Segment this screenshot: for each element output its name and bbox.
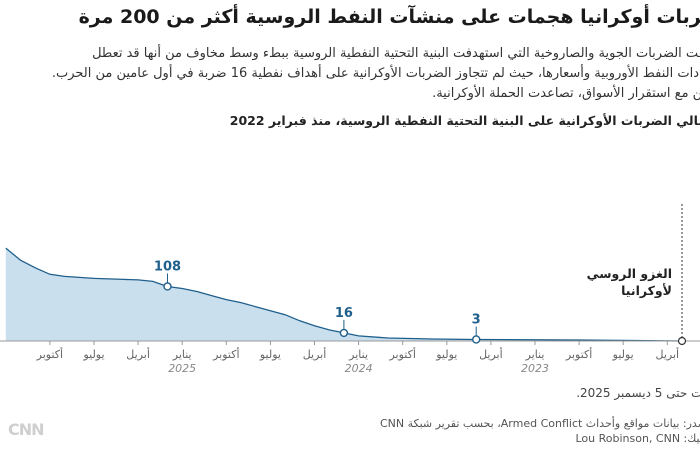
- source-note: المصدر: بيانات مواقع وأحداث Armed Confli…: [379, 417, 700, 430]
- strike-area-chart: أبريليوليوأكتوبريناير2023أبريليوليوأكتوب…: [0, 204, 700, 375]
- x-tick-label: يوليو: [259, 348, 281, 361]
- invasion-label: لأوكرانيا: [621, 283, 672, 298]
- x-tick-label: يوليو: [435, 348, 457, 361]
- annotation-label: 3: [472, 312, 481, 327]
- x-tick-label: أبريل: [303, 347, 327, 361]
- subtitle-line: تكثفت الضربات الجوية والصاروخية التي است…: [92, 46, 700, 61]
- x-tick-label: يوليو: [612, 348, 634, 361]
- cnn-logo: CNN: [8, 420, 45, 439]
- annotation-label: 16: [335, 306, 353, 321]
- chart-title: ضربات أوكرانيا هجمات على منشآت النفط الر…: [78, 6, 700, 28]
- chart-heading: إجمالي الضربات الأوكرانية على البنية الت…: [229, 113, 700, 128]
- subtitle-line: إمدادات النفط الأوروبية وأسعارها، حيث لم…: [51, 66, 700, 81]
- x-tick-label: أكتوبر: [36, 347, 63, 361]
- x-year-label: 2025: [168, 362, 196, 375]
- x-tick-label: يناير: [525, 348, 545, 361]
- annotation-label: 108: [154, 259, 181, 274]
- x-year-label: 2023: [521, 362, 549, 375]
- strikes-line: [5, 247, 683, 342]
- x-tick-label: أبريل: [656, 347, 680, 361]
- data-date-note: بيانات حتى 5 ديسمبر 2025.: [576, 386, 700, 400]
- x-tick-label: أبريل: [126, 347, 150, 361]
- x-tick-label: أكتوبر: [212, 347, 239, 361]
- x-year-label: 2024: [345, 362, 373, 375]
- annotation-point: [163, 282, 172, 291]
- x-tick-label: يناير: [172, 348, 192, 361]
- invasion-label: الغزو الروسي: [587, 266, 672, 281]
- invasion-marker-point: [677, 336, 687, 346]
- x-tick-label: يوليو: [82, 348, 104, 361]
- chart-subtitle: تكثفت الضربات الجوية والصاروخية التي است…: [0, 44, 700, 104]
- annotation-point: [472, 335, 481, 344]
- x-tick-label: أكتوبر: [388, 347, 415, 361]
- x-tick-label: يناير: [348, 348, 368, 361]
- graphic-credit: غرافيك: Lou Robinson, CNN: [575, 432, 700, 445]
- annotation-point: [339, 328, 349, 338]
- x-tick-label: أبريل: [479, 347, 503, 361]
- subtitle-line: ولكن مع استقرار الأسواق، تصاعدت الحملة ا…: [432, 86, 700, 101]
- x-tick-label: أكتوبر: [565, 347, 592, 361]
- strikes-area: [5, 248, 683, 341]
